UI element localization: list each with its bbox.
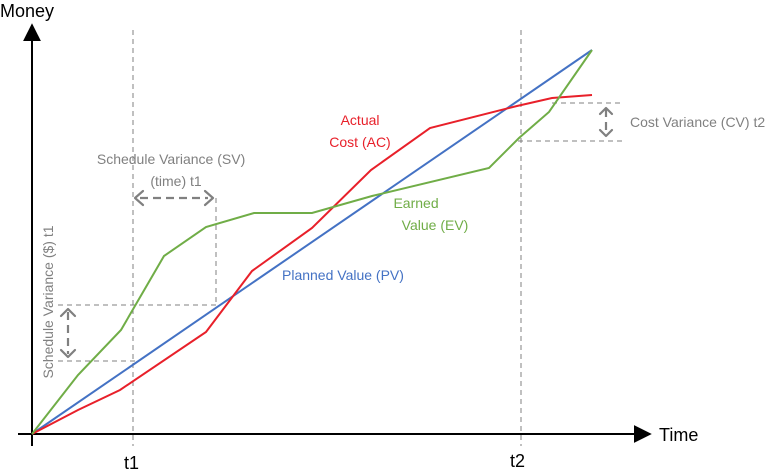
cost-variance-label: Cost Variance (CV) t2 <box>630 114 765 130</box>
tick-t1: t1 <box>124 453 139 469</box>
planned-value-label: Planned Value (PV) <box>282 267 404 283</box>
sv-dollar-arrow-top-head <box>59 307 77 318</box>
y-axis-label: Money <box>0 1 54 21</box>
sv-time-label-line1: Schedule Variance (SV) <box>97 151 245 167</box>
cv-arrow-top-head <box>598 106 614 116</box>
earned-value-label-line2: Value (EV) <box>402 217 469 233</box>
actual-cost-label-line2: Cost (AC) <box>329 134 390 150</box>
earned-value-label-line1: Earned <box>393 195 438 211</box>
earned-value-label: Earned Value (EV) <box>393 195 468 233</box>
sv-dollar-label: Schedule Variance ($) t1 <box>40 225 56 378</box>
sv-time-arrow-right-head <box>203 189 215 207</box>
sv-time-label-line2: (time) t1 <box>150 173 202 189</box>
tick-t2: t2 <box>510 451 525 469</box>
x-axis-label: Time <box>659 425 698 445</box>
sv-time-arrow-left-head <box>133 189 145 207</box>
sv-time-label: Schedule Variance (SV) (time) t1 <box>97 151 249 189</box>
planned-value-line <box>31 49 593 435</box>
actual-cost-label-line1: Actual <box>341 112 380 128</box>
earned-value-line <box>31 49 593 435</box>
cv-arrow-bottom-head <box>598 128 614 138</box>
sv-dollar-arrow-bottom-head <box>59 348 77 359</box>
actual-cost-line <box>31 94 593 435</box>
actual-cost-label: Actual Cost (AC) <box>329 112 390 150</box>
